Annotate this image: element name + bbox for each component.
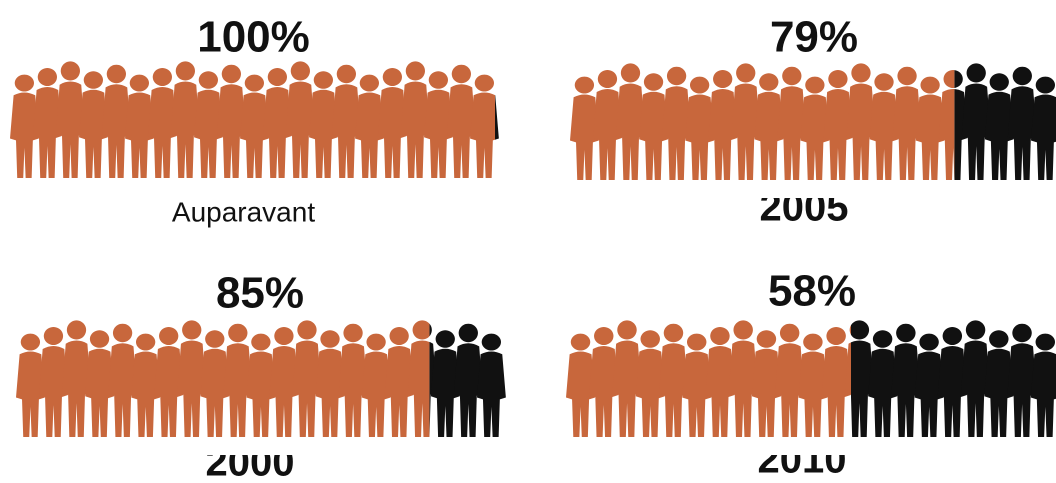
share-people xyxy=(562,58,955,198)
percent-label: 79% xyxy=(770,13,858,62)
share-people xyxy=(2,56,495,196)
panel: 85%2000 xyxy=(8,269,506,483)
share-people xyxy=(558,315,852,455)
percent-label: 58% xyxy=(768,267,856,316)
percent-label: 85% xyxy=(216,269,304,318)
share-people xyxy=(8,315,430,455)
panel: 100% Auparavant xyxy=(2,13,499,227)
category-label: Auparavant xyxy=(172,196,315,227)
panel: 79%2005 xyxy=(562,13,1056,230)
panel: 58%2010 xyxy=(558,267,1056,482)
percent-label: 100% xyxy=(197,13,310,62)
